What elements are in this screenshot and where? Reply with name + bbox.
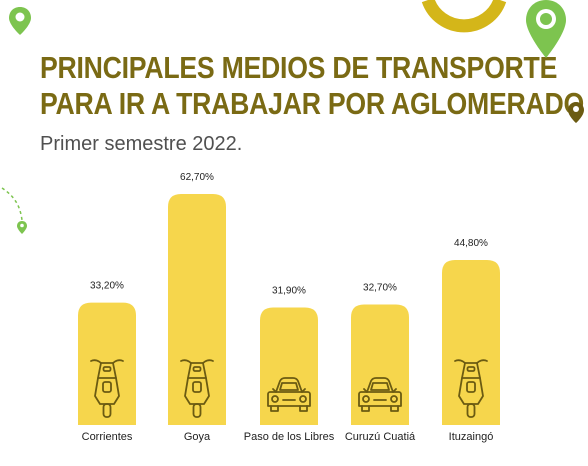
bar-2	[260, 307, 318, 425]
bar-3	[351, 304, 409, 425]
car-icon	[358, 377, 402, 412]
data-label-0: 33,20%	[90, 281, 124, 292]
bars-group: 33,20% Corrientes 62,70% Goya 31,90% Paso de …	[78, 172, 500, 443]
map-pin-icon-dark-right	[568, 102, 584, 123]
motorcycle-icon	[454, 359, 488, 418]
title-line-1: PRINCIPALES MEDIOS DE TRANSPORTE	[40, 50, 558, 85]
category-label-2: Paso de los Libres	[244, 431, 335, 443]
data-label-4: 44,80%	[454, 238, 488, 249]
bar-1	[168, 194, 226, 425]
category-label-3: Curuzú Cuatiá	[345, 431, 416, 443]
chart-title: PRINCIPALES MEDIOS DE TRANSPORTE PARA IR…	[40, 50, 584, 122]
map-pin-icon-small-left	[9, 7, 31, 35]
data-label-2: 31,90%	[272, 285, 306, 296]
motorcycle-icon	[90, 359, 124, 418]
donut-shape	[421, 0, 507, 33]
title-line-2: PARA IR A TRABAJAR POR AGLOMERADO	[40, 86, 584, 121]
car-icon	[267, 377, 311, 412]
dashed-route	[1, 187, 23, 221]
motorcycle-icon	[180, 359, 214, 418]
category-label-1: Goya	[184, 431, 211, 443]
data-label-3: 32,70%	[363, 283, 397, 294]
map-pin-icon-large-right	[526, 0, 566, 58]
chart-subtitle: Primer semestre 2022.	[40, 133, 243, 155]
category-label-4: Ituzaingó	[449, 431, 494, 443]
map-pin-icon-tiny-left	[17, 221, 27, 234]
data-label-1: 62,70%	[180, 172, 214, 183]
bar-4	[442, 259, 500, 425]
category-label-0: Corrientes	[82, 431, 133, 443]
